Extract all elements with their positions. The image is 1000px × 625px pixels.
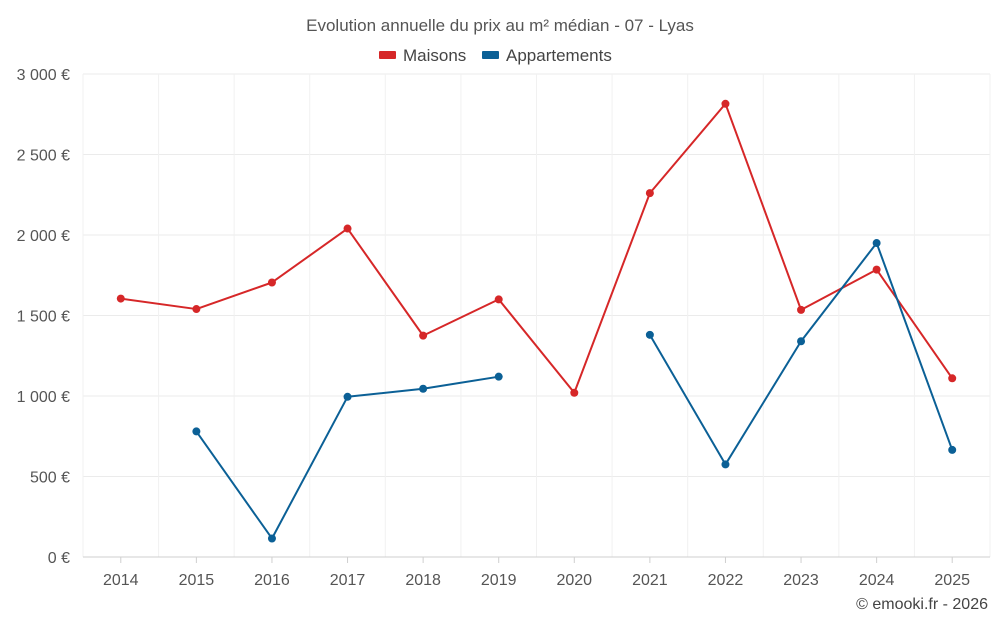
y-tick-label: 3 000 € — [17, 67, 70, 84]
data-point-maisons-2020[interactable] — [570, 388, 579, 397]
x-tick-label: 2014 — [103, 572, 139, 589]
data-point-appartements-2021[interactable] — [645, 330, 654, 339]
data-point-maisons-2023[interactable] — [797, 305, 806, 314]
data-point-maisons-2024[interactable] — [872, 265, 881, 274]
data-point-appartements-2017[interactable] — [343, 392, 352, 401]
data-point-maisons-2015[interactable] — [192, 305, 201, 314]
y-tick-label: 2 000 € — [17, 228, 70, 245]
x-tick-label: 2021 — [632, 572, 668, 589]
data-point-appartements-2019[interactable] — [494, 372, 503, 381]
x-tick-label: 2020 — [556, 572, 592, 589]
legend-item-maisons[interactable]: Maisons — [379, 46, 466, 65]
x-tick-label: 2017 — [330, 572, 366, 589]
data-point-maisons-2017[interactable] — [343, 224, 352, 233]
data-point-maisons-2019[interactable] — [494, 295, 503, 304]
data-point-maisons-2022[interactable] — [721, 99, 730, 108]
data-point-appartements-2018[interactable] — [419, 384, 428, 393]
series-maisons — [116, 99, 957, 397]
grid — [82, 73, 991, 558]
data-point-appartements-2024[interactable] — [872, 239, 881, 248]
data-point-appartements-2022[interactable] — [721, 460, 730, 469]
data-point-maisons-2016[interactable] — [267, 278, 276, 287]
legend-item-appartements[interactable]: Appartements — [482, 46, 612, 65]
legend-label-maisons: Maisons — [403, 46, 466, 65]
series-line-appartements — [649, 242, 954, 466]
x-tick-label: 2023 — [783, 572, 819, 589]
series-layer — [116, 99, 957, 543]
data-point-appartements-2016[interactable] — [267, 534, 276, 543]
y-tick-label: 0 € — [48, 550, 70, 567]
data-point-appartements-2015[interactable] — [192, 427, 201, 436]
x-tick-label: 2016 — [254, 572, 290, 589]
x-tick-label: 2022 — [708, 572, 744, 589]
x-tick-label: 2024 — [859, 572, 895, 589]
series-line-maisons — [120, 102, 954, 394]
series-appartements — [192, 239, 957, 543]
x-tick-label: 2018 — [405, 572, 441, 589]
data-point-maisons-2018[interactable] — [419, 331, 428, 340]
x-axis: 2014 2015 2016 2017 2018 2019 2020 2021 2022 2023… — [83, 556, 990, 589]
series-line-appartements — [195, 375, 499, 540]
chart-title: Evolution annuelle du prix au m² médian … — [306, 16, 694, 35]
x-tick-label: 2025 — [934, 572, 970, 589]
credit-text: © emooki.fr - 2026 — [856, 596, 988, 613]
legend: Maisons Appartements — [379, 46, 612, 65]
data-point-appartements-2023[interactable] — [797, 337, 806, 346]
y-tick-label: 1 000 € — [17, 389, 70, 406]
legend-swatch-appartements — [482, 51, 499, 59]
x-tick-label: 2015 — [179, 572, 215, 589]
data-point-maisons-2021[interactable] — [645, 189, 654, 198]
x-tick-label: 2019 — [481, 572, 517, 589]
y-tick-label: 1 500 € — [17, 309, 70, 326]
data-point-appartements-2025[interactable] — [948, 445, 957, 454]
data-point-maisons-2014[interactable] — [116, 294, 125, 303]
y-tick-label: 500 € — [30, 470, 70, 487]
y-axis: 0 € 500 € 1 000 € 1 500 € 2 000 € 2 500 € 3 00… — [17, 67, 70, 567]
data-point-maisons-2025[interactable] — [948, 374, 957, 383]
legend-swatch-maisons — [379, 51, 396, 59]
legend-label-appartements: Appartements — [506, 46, 612, 65]
y-tick-label: 2 500 € — [17, 148, 70, 165]
